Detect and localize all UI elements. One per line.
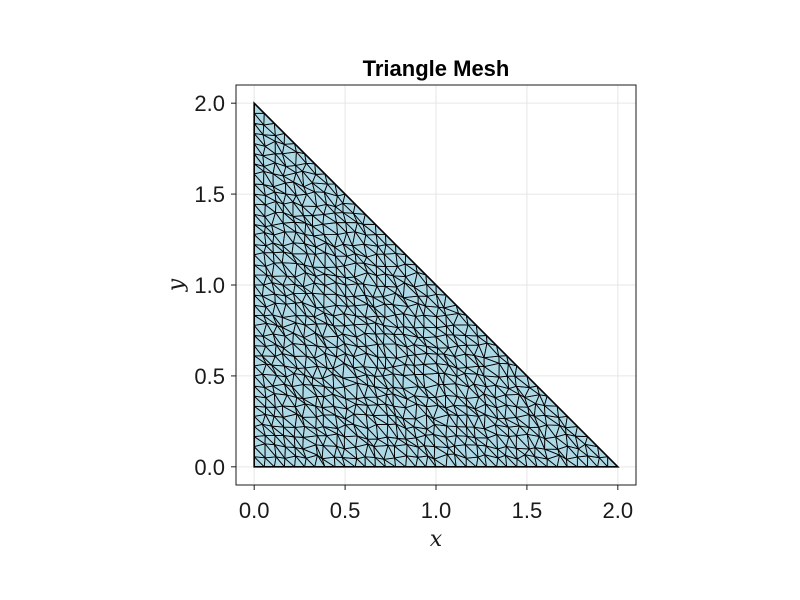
y-axis-label: y bbox=[164, 278, 189, 292]
x-tick-label: 2.0 bbox=[603, 498, 634, 523]
x-tick-label: 1.5 bbox=[512, 498, 543, 523]
y-tick-label: 2.0 bbox=[194, 91, 225, 116]
domain-boundary bbox=[253, 101, 620, 468]
triangle-mesh bbox=[253, 101, 620, 468]
chart-title: Triangle Mesh bbox=[363, 56, 510, 81]
x-tick-label: 0.0 bbox=[239, 498, 270, 523]
x-tick-label: 0.5 bbox=[330, 498, 361, 523]
y-tick-label: 0.5 bbox=[194, 364, 225, 389]
x-axis-label: x bbox=[430, 527, 443, 552]
x-tick-label: 1.0 bbox=[421, 498, 452, 523]
y-tick-label: 1.5 bbox=[194, 182, 225, 207]
axis-ticks: 0.0 0.5 1.0 1.5 2.0 0.0 0.5 1.0 1.5 2.0 bbox=[194, 91, 633, 523]
y-tick-label: 0.0 bbox=[194, 455, 225, 480]
y-tick-label: 1.0 bbox=[194, 273, 225, 298]
